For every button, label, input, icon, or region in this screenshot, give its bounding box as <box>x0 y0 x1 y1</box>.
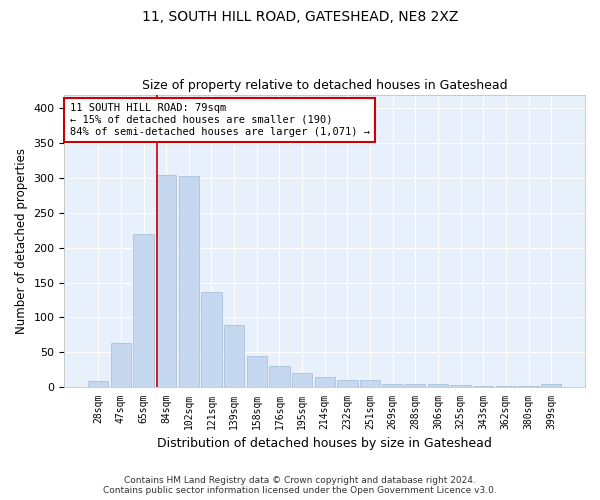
Bar <box>111 344 131 387</box>
Title: Size of property relative to detached houses in Gateshead: Size of property relative to detached ho… <box>142 79 508 92</box>
Bar <box>292 372 312 387</box>
Bar <box>179 176 199 387</box>
Bar <box>156 174 176 387</box>
Bar <box>269 366 290 387</box>
Bar <box>382 384 403 387</box>
Bar <box>518 386 539 387</box>
Bar <box>541 384 562 387</box>
X-axis label: Distribution of detached houses by size in Gateshead: Distribution of detached houses by size … <box>157 437 492 450</box>
Bar <box>201 292 221 387</box>
Y-axis label: Number of detached properties: Number of detached properties <box>15 148 28 334</box>
Bar <box>428 384 448 387</box>
Bar <box>405 384 425 387</box>
Text: 11, SOUTH HILL ROAD, GATESHEAD, NE8 2XZ: 11, SOUTH HILL ROAD, GATESHEAD, NE8 2XZ <box>142 10 458 24</box>
Text: Contains HM Land Registry data © Crown copyright and database right 2024.
Contai: Contains HM Land Registry data © Crown c… <box>103 476 497 495</box>
Bar <box>451 385 471 387</box>
Bar <box>473 386 493 387</box>
Text: 11 SOUTH HILL ROAD: 79sqm
← 15% of detached houses are smaller (190)
84% of semi: 11 SOUTH HILL ROAD: 79sqm ← 15% of detac… <box>70 104 370 136</box>
Bar <box>314 376 335 387</box>
Bar <box>224 325 244 387</box>
Bar <box>88 381 109 387</box>
Bar <box>133 234 154 387</box>
Bar <box>337 380 358 387</box>
Bar <box>247 356 267 387</box>
Bar <box>360 380 380 387</box>
Bar <box>496 386 516 387</box>
